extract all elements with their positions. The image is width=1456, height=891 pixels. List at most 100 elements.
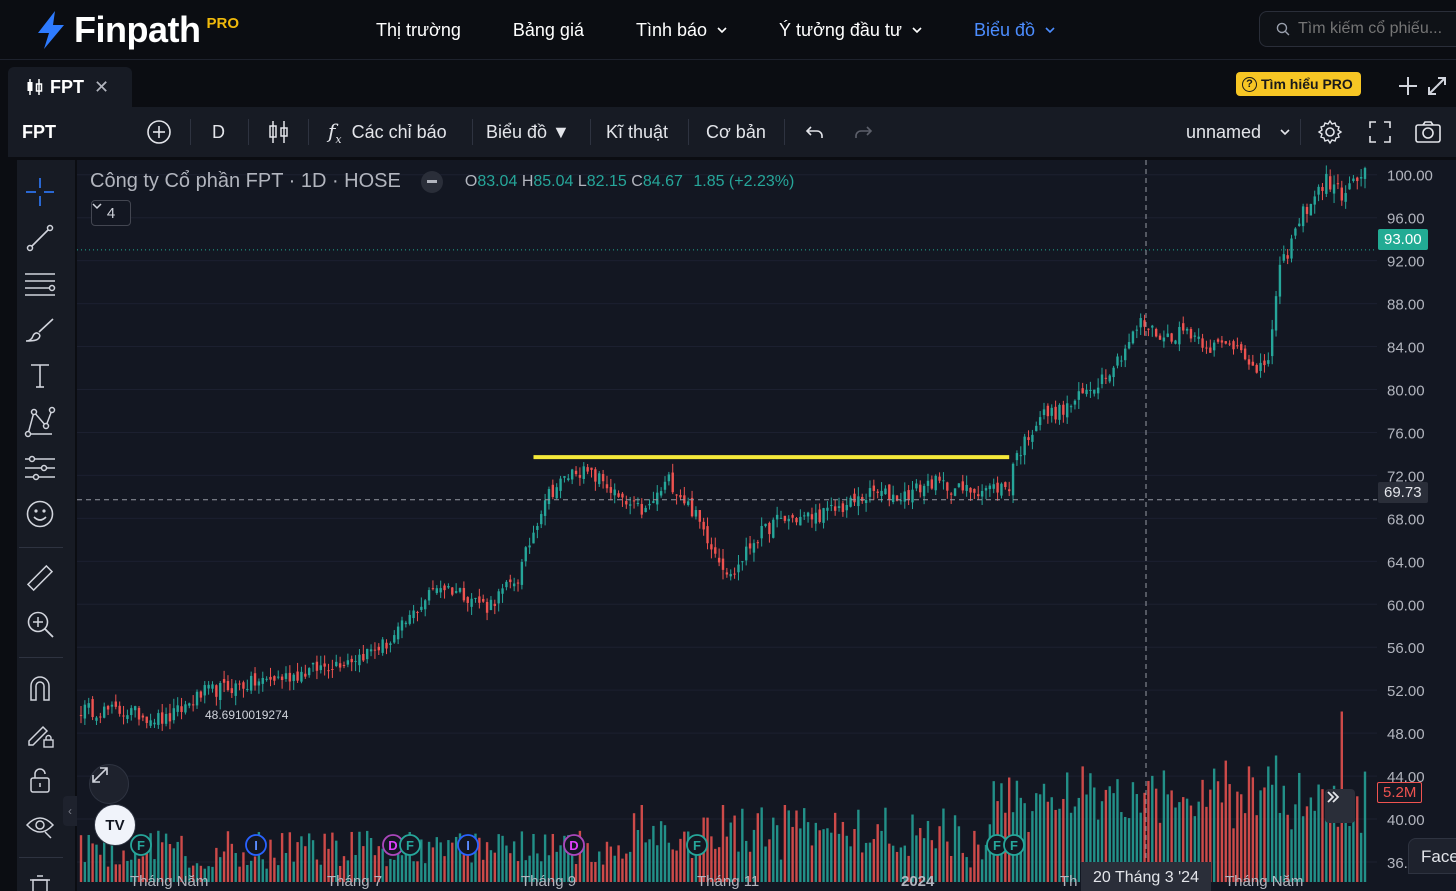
forecast-tool[interactable] — [23, 451, 57, 485]
chart-type-menu[interactable]: Biểu đồ ▼ — [486, 107, 570, 157]
settings-button[interactable] — [1317, 107, 1343, 157]
event-marker-f: F — [1003, 834, 1025, 856]
volume-bar — [1255, 815, 1258, 882]
candle — [768, 521, 771, 543]
delete-tool[interactable] — [23, 870, 57, 891]
technical-button[interactable]: Kĩ thuật — [606, 107, 668, 157]
fundamental-button[interactable]: Cơ bản — [706, 107, 766, 157]
zoom-chart-button[interactable] — [89, 764, 129, 804]
crosshair-tool[interactable] — [23, 175, 57, 209]
tradingview-logo[interactable]: TV — [94, 804, 136, 846]
candle-body — [540, 514, 543, 525]
chart-pane[interactable]: 100.00 96.00 92.00 88.00 84.00 80.00 76.00 72.0… — [77, 160, 1456, 891]
brush-tool[interactable] — [23, 313, 57, 347]
nav-item-3[interactable]: Ý tưởng đầu tư — [779, 20, 922, 41]
volume-bar — [1348, 826, 1351, 882]
volume-bar — [95, 844, 98, 882]
expand-icon[interactable] — [1426, 75, 1448, 97]
brand-logo[interactable]: Finpath PRO — [34, 8, 239, 52]
candle — [153, 718, 156, 728]
lock-drawing-tool[interactable] — [23, 717, 57, 751]
interval-button[interactable]: D — [212, 107, 225, 157]
layout-menu[interactable]: unnamed — [1186, 107, 1291, 157]
candle-body — [478, 596, 481, 603]
candle-body — [1046, 405, 1050, 417]
zoom-tool[interactable] — [23, 607, 57, 641]
redo-button[interactable] — [852, 107, 874, 157]
candle — [733, 567, 736, 579]
candle-body — [1023, 436, 1026, 456]
compare-button[interactable] — [146, 107, 172, 157]
candle-body — [810, 514, 814, 520]
nav-item-1[interactable]: Bảng giá — [513, 20, 584, 41]
plus-icon[interactable] — [1397, 75, 1419, 97]
candle — [509, 574, 512, 589]
candle-body — [335, 661, 338, 667]
open-value: 83.04 — [477, 172, 518, 190]
volume-bar — [385, 866, 388, 882]
candle — [1035, 421, 1038, 432]
volume-bar — [1054, 809, 1057, 882]
chart-style-button[interactable] — [268, 107, 290, 157]
candle — [149, 713, 152, 728]
candle-body — [563, 476, 566, 478]
volume-bar — [211, 866, 214, 882]
search-box[interactable] — [1259, 11, 1456, 47]
volume-bar — [857, 809, 860, 882]
volume-bar — [884, 807, 887, 882]
candle-body — [663, 481, 667, 490]
symbol-selector[interactable]: FPT — [22, 122, 56, 142]
candle-body — [130, 708, 133, 716]
candle-body — [184, 704, 187, 713]
candle — [922, 483, 926, 505]
learn-pro-button[interactable]: ? Tìm hiểu PRO — [1236, 72, 1361, 96]
candle — [1317, 184, 1320, 202]
trash-icon — [30, 875, 50, 891]
measure-tool[interactable] — [23, 561, 57, 595]
candle — [1085, 384, 1088, 397]
volume-bar — [772, 817, 775, 882]
legend-collapse-button[interactable]: 4 — [91, 200, 131, 226]
face-button[interactable]: Face — [1408, 838, 1456, 874]
price-chart[interactable]: 100.00 96.00 92.00 88.00 84.00 80.00 76.00 72.0… — [77, 160, 1456, 891]
minus-icon[interactable] — [420, 170, 443, 193]
candle-body — [880, 490, 883, 496]
fullscreen-button[interactable] — [1368, 107, 1392, 157]
candle-body — [806, 512, 810, 517]
candle-body — [1127, 342, 1131, 349]
scroll-right-button[interactable] — [1325, 789, 1355, 823]
event-marker-f: F — [399, 834, 421, 856]
indicators-button[interactable]: fx Các chỉ báo — [328, 107, 447, 157]
close-icon[interactable]: ✕ — [94, 76, 110, 97]
snapshot-button[interactable] — [1414, 107, 1442, 157]
tab-fpt[interactable]: FPT ✕ — [8, 67, 132, 107]
hide-drawings-tool[interactable] — [23, 808, 57, 842]
nav-item-2[interactable]: Tình báo — [636, 20, 727, 41]
fx-icon: fx — [328, 118, 342, 146]
search-input[interactable] — [1298, 20, 1456, 38]
pattern-tool[interactable] — [23, 405, 57, 439]
magnet-tool[interactable] — [23, 671, 57, 705]
volume-bar — [864, 842, 868, 882]
trendline-tool[interactable] — [23, 221, 57, 255]
event-marker-letter: F — [406, 838, 414, 853]
candle — [1046, 403, 1050, 424]
volume-bar — [296, 842, 299, 882]
text-tool[interactable] — [23, 359, 57, 393]
candle-body — [1007, 489, 1011, 492]
volume-bar — [787, 810, 790, 882]
candle — [679, 489, 682, 501]
fib-tool[interactable] — [23, 267, 57, 301]
emoji-tool[interactable] — [23, 497, 57, 531]
nav-item-4[interactable]: Biểu đồ — [974, 20, 1055, 41]
candle-body — [133, 706, 137, 711]
candle — [1359, 169, 1363, 187]
volume-bar — [559, 845, 562, 882]
undo-button[interactable] — [804, 107, 826, 157]
nav-item-0[interactable]: Thị trường — [376, 20, 461, 41]
volume-bar — [141, 856, 145, 882]
lock-all-tool[interactable] — [23, 763, 57, 797]
volume-bar — [1247, 766, 1251, 882]
collapse-toolbar-button[interactable]: ‹ — [63, 796, 77, 826]
volume-bar — [393, 859, 396, 882]
